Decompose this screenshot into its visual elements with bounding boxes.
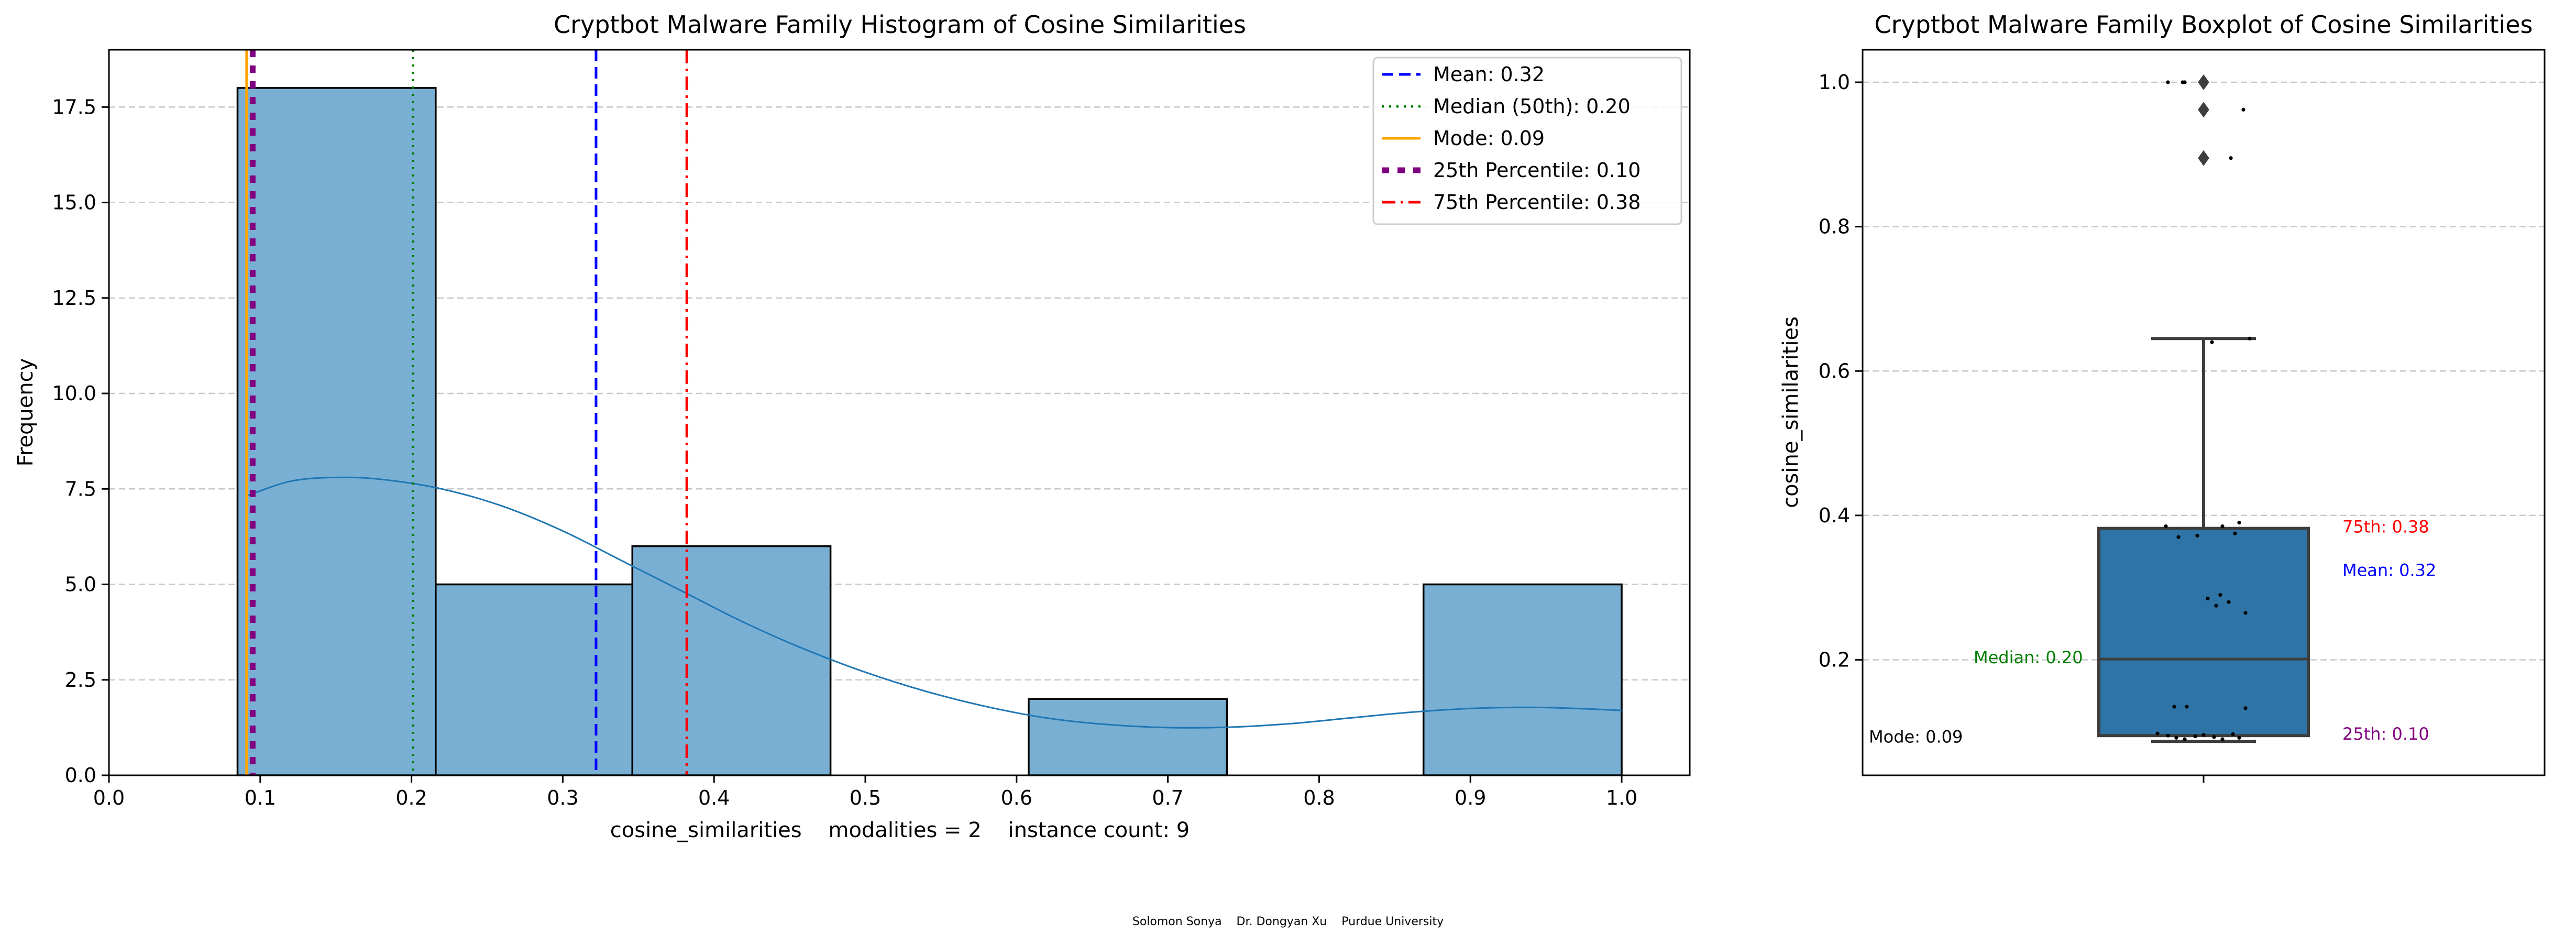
strip-point: [2229, 156, 2233, 160]
x-tick-label: 0.5: [850, 786, 881, 809]
legend-label: Mean: 0.32: [1433, 63, 1545, 86]
legend-label: Median (50th): 0.20: [1433, 95, 1631, 118]
legend-label: Mode: 0.09: [1433, 127, 1545, 150]
histogram-y-ticks: 0.0 2.5 5.0 7.5 10.0 12.5 15.0 17.5: [52, 95, 109, 787]
strip-point: [2206, 596, 2210, 600]
strip-point: [2210, 340, 2214, 344]
histogram-y-label: Frequency: [14, 358, 38, 467]
y-tick-label: 2.5: [65, 668, 96, 691]
reference-lines: [245, 50, 688, 775]
legend-entries: Mean: 0.32 Median (50th): 0.20 Mode: 0.09 2…: [1382, 63, 1641, 214]
strip-point: [2212, 735, 2216, 739]
histogram-title: Cryptbot Malware Family Histogram of Cos…: [554, 10, 1246, 39]
histogram-bar: [435, 583, 634, 776]
x-tick-label: 0.3: [547, 786, 578, 809]
boxplot-y-ticks: 0.2 0.4 0.6 0.8 1.0: [1819, 71, 1863, 672]
strip-point: [2174, 736, 2178, 740]
y-tick-label: 0.6: [1819, 359, 1850, 382]
footer-credits: Solomon Sonya Dr. Dongyan Xu Purdue Univ…: [1132, 915, 1444, 928]
strip-point: [2176, 535, 2181, 539]
y-tick-label: 0.2: [1819, 649, 1850, 672]
histogram-bar: [236, 87, 437, 776]
histogram-axes-frame: [108, 49, 1691, 776]
histogram-bar: [631, 545, 832, 776]
strip-point: [2166, 80, 2170, 84]
x-tick-label: 0.7: [1152, 786, 1183, 809]
strip-point: [2241, 107, 2245, 112]
histogram-bar: [1422, 583, 1623, 776]
y-tick-label: 1.0: [1819, 71, 1850, 94]
y-tick-label: 10.0: [52, 382, 96, 405]
annotation-75th: 75th: 0.38: [2342, 517, 2429, 537]
boxplot-panel: Cryptbot Malware Family Boxplot of Cosin…: [1779, 10, 2546, 783]
strip-point: [2231, 732, 2235, 737]
strip-point: [2218, 592, 2222, 597]
strip-point: [2243, 611, 2248, 615]
x-tick-label: 0.8: [1303, 786, 1335, 809]
x-tick-label: 0.2: [395, 786, 427, 809]
x-tick-label: 0.6: [1001, 786, 1032, 809]
strip-point: [2220, 524, 2225, 529]
strip-point: [2185, 705, 2189, 709]
strip-point: [2237, 521, 2241, 525]
histogram-panel: Cryptbot Malware Family Histogram of Cos…: [14, 10, 1691, 842]
strip-point: [2214, 603, 2218, 608]
y-tick-label: 7.5: [65, 477, 96, 500]
strip-point: [2166, 733, 2170, 738]
strip-point: [2164, 524, 2168, 529]
histogram-bars: [236, 87, 1623, 776]
outlier-marker: [2198, 102, 2209, 118]
x-tick-label: 1.0: [1606, 786, 1637, 809]
strip-point: [2227, 600, 2231, 604]
strip-point: [2201, 733, 2206, 737]
y-tick-label: 5.0: [65, 573, 96, 596]
x-tick-label: 0.0: [93, 786, 125, 809]
strip-point: [2183, 737, 2187, 741]
x-tick-label: 0.1: [245, 786, 276, 809]
histogram-x-label: cosine_similarities modalities = 2 insta…: [610, 818, 1190, 842]
strip-point: [2237, 736, 2241, 740]
strip-point: [2183, 80, 2187, 84]
legend-label: 75th Percentile: 0.38: [1433, 191, 1641, 214]
y-tick-label: 12.5: [52, 287, 96, 310]
boxplot-strip-points: [2155, 80, 2252, 741]
annotation-median: Median: 0.20: [1974, 647, 2083, 667]
strip-point: [2155, 731, 2160, 736]
y-tick-label: 0.4: [1819, 504, 1850, 527]
strip-point: [2243, 706, 2248, 710]
outlier-marker: [2198, 74, 2209, 91]
strip-point: [2193, 734, 2197, 739]
kde-curve: [245, 476, 1622, 729]
boxplot-outliers: [2198, 74, 2209, 166]
annotation-mode: Mode: 0.09: [1869, 727, 1963, 747]
outlier-marker: [2198, 150, 2209, 166]
boxplot-y-label: cosine_similarities: [1779, 316, 1803, 508]
y-tick-label: 0.8: [1819, 215, 1850, 238]
y-tick-label: 15.0: [52, 191, 96, 214]
histogram-legend: Mean: 0.32 Median (50th): 0.20 Mode: 0.09 2…: [1372, 57, 1682, 225]
x-tick-label: 0.4: [698, 786, 730, 809]
boxplot-title: Cryptbot Malware Family Boxplot of Cosin…: [1874, 10, 2533, 39]
y-tick-label: 17.5: [52, 95, 96, 118]
strip-point: [2248, 336, 2252, 341]
legend-frame: [1372, 57, 1682, 225]
x-tick-label: 0.9: [1455, 786, 1486, 809]
strip-point: [2220, 737, 2225, 741]
strip-point: [2172, 705, 2176, 709]
strip-point: [2233, 531, 2237, 535]
annotation-mean: Mean: 0.32: [2342, 560, 2436, 580]
boxplot-box: [2097, 526, 2310, 738]
histogram-x-ticks: 0.0 0.1 0.2 0.3 0.4 0.5 0.6 0.7 0.8 0.9 1.0: [93, 775, 1637, 809]
annotation-25th: 25th: 0.10: [2342, 724, 2429, 744]
histogram-bar: [1028, 698, 1228, 776]
strip-point: [2195, 533, 2199, 538]
y-tick-label: 0.0: [65, 764, 96, 787]
legend-label: 25th Percentile: 0.10: [1433, 159, 1641, 182]
